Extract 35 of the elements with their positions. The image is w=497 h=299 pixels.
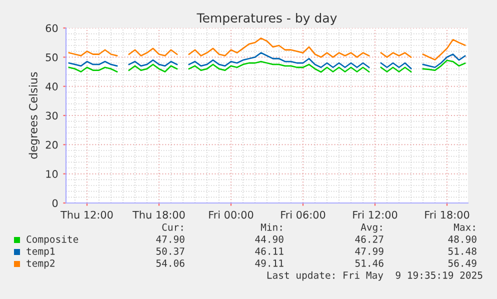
x-tick-label: Fri 12:00	[353, 210, 398, 219]
text: Avg:	[360, 224, 382, 233]
x-tick-label: Fri 06:00	[281, 210, 326, 219]
y-tick-label: 50	[46, 53, 58, 62]
text: 47.99	[355, 247, 384, 255]
text: Last update: Fri May 9 19:35:19 2025	[267, 271, 482, 281]
text: 51.46	[355, 259, 384, 267]
x-tick-label: Fri 00:00	[209, 210, 254, 219]
y-tick-label: 0	[52, 199, 58, 208]
y-axis-title: degrees Celsius	[28, 72, 40, 159]
x-tick-label: Thu 12:00	[60, 210, 113, 219]
text: 44.90	[255, 235, 284, 243]
text: 48.90	[448, 235, 476, 243]
y-tick-label: 30	[46, 112, 58, 120]
text: 47.90	[156, 235, 184, 243]
legend-label: temp2	[26, 259, 54, 269]
y-tick-label: 20	[46, 140, 58, 149]
y-tick-label: 40	[46, 82, 58, 90]
text: 46.11	[255, 247, 284, 255]
legend-label: Composite	[26, 235, 78, 245]
text: Min:	[260, 223, 282, 231]
text: Cur:	[162, 223, 183, 231]
y-tick-label: 60	[46, 24, 58, 32]
x-tick-label: Fri 18:00	[425, 210, 470, 219]
text: 56.49	[448, 259, 476, 267]
x-tick-label: Thu 18:00	[132, 210, 185, 219]
legend-label: temp1	[26, 248, 55, 257]
text: 54.06	[156, 259, 184, 267]
text: 50.37	[156, 247, 184, 255]
chart-title: Temperatures - by day	[196, 12, 337, 26]
text: 46.27	[355, 235, 384, 243]
y-tick-label: 10	[46, 170, 58, 178]
text: Max:	[454, 224, 475, 231]
text: 51.48	[448, 247, 476, 255]
text: 49.11	[255, 259, 284, 267]
